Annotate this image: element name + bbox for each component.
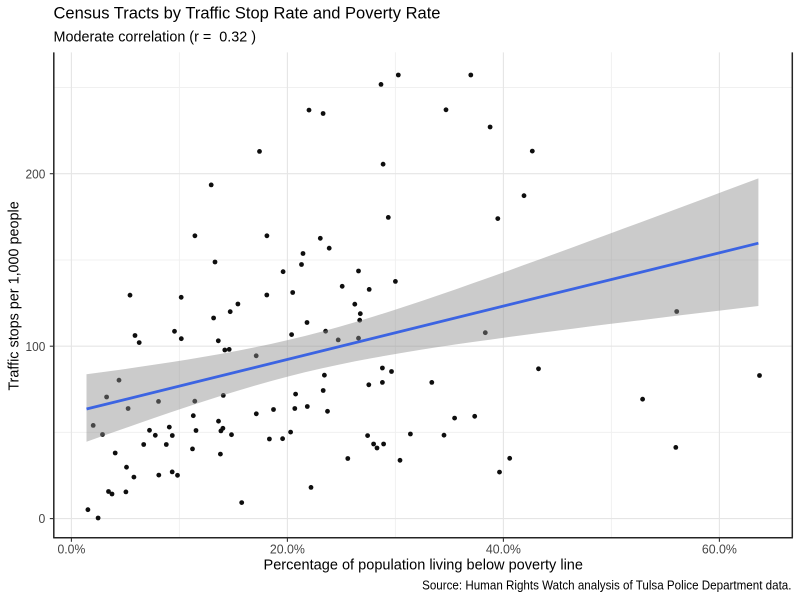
svg-text:Percentage of population livin: Percentage of population living below po… <box>264 558 584 574</box>
svg-text:40.0%: 40.0% <box>486 542 522 557</box>
svg-text:20.0%: 20.0% <box>270 542 306 557</box>
svg-text:Traffic stops per 1,000 people: Traffic stops per 1,000 people <box>7 201 23 390</box>
svg-text:0.0%: 0.0% <box>58 542 86 557</box>
svg-text:Census Tracts by Traffic Stop: Census Tracts by Traffic Stop Rate and P… <box>54 5 441 23</box>
svg-text:200: 200 <box>26 166 46 181</box>
svg-text:0: 0 <box>39 511 46 526</box>
svg-text:60.0%: 60.0% <box>702 542 738 557</box>
svg-text:Moderate correlation (r = 0.3: Moderate correlation (r = 0.32 ) <box>54 30 257 46</box>
svg-text:Source: Human Rights Watch ana: Source: Human Rights Watch analysis of T… <box>422 578 791 593</box>
svg-text:100: 100 <box>26 339 46 354</box>
